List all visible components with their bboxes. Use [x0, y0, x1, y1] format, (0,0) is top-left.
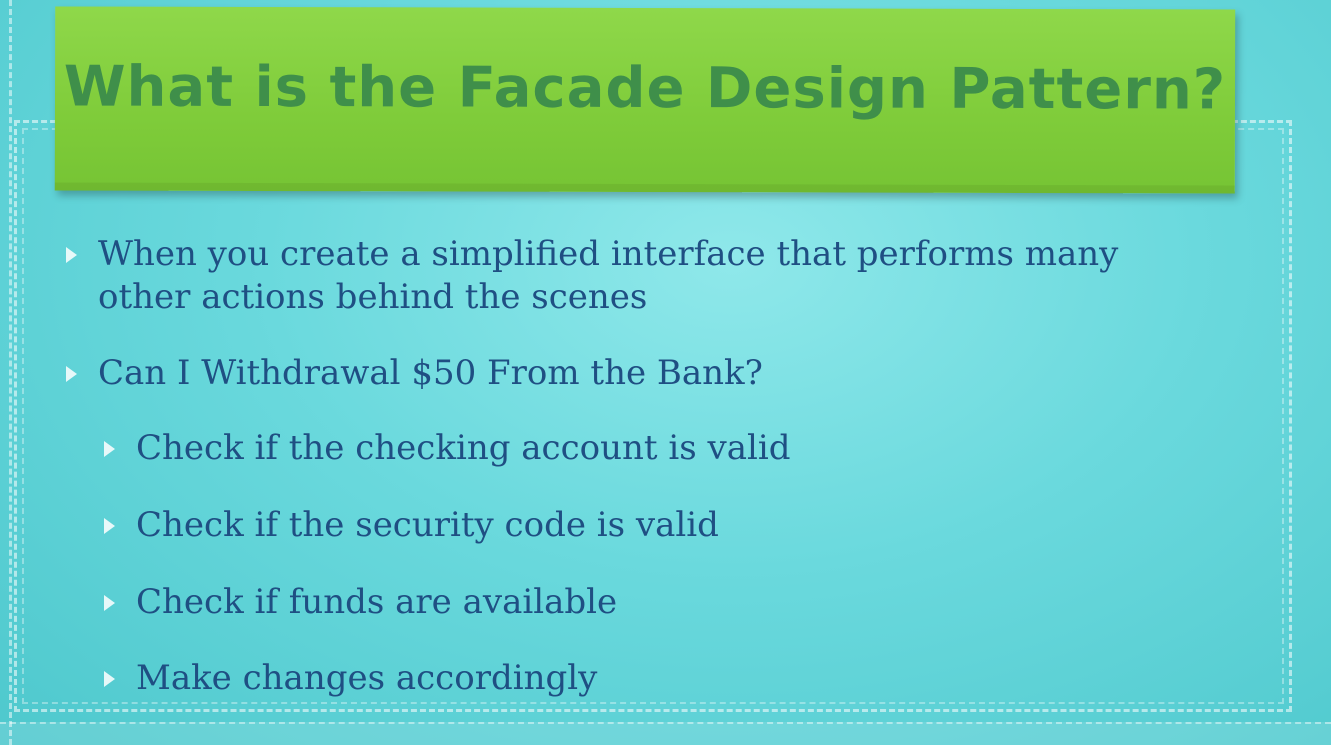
bullet-text: When you create a simplified interface t…	[98, 234, 1119, 317]
left-stitch-edge	[2, 0, 12, 745]
bullet-text: Check if funds are available	[136, 582, 618, 622]
bullet-arrow-icon	[104, 518, 115, 534]
sub-bullet-item: Check if funds are available	[104, 581, 1216, 624]
sub-bullet-item: Check if the checking account is valid	[104, 427, 1216, 470]
bullet-text: Check if the checking account is valid	[136, 428, 791, 468]
bullet-text: Check if the security code is valid	[136, 505, 719, 545]
bullet-arrow-icon	[66, 247, 77, 263]
bullet-arrow-icon	[104, 595, 115, 611]
bullet-arrow-icon	[66, 366, 77, 382]
bullet-text: Make changes accordingly	[136, 658, 598, 698]
bullet-text: Can I Withdrawal $50 From the Bank?	[98, 353, 763, 393]
sub-bullet-item: Check if the security code is valid	[104, 504, 1216, 547]
bullet-item: When you create a simplified interface t…	[66, 233, 1218, 319]
bullet-arrow-icon	[104, 441, 115, 457]
bottom-stitch-strip	[0, 722, 1331, 745]
bullet-arrow-icon	[104, 671, 115, 687]
bullet-item: Can I Withdrawal $50 From the Bank?	[66, 352, 1218, 395]
sub-bullet-item: Make changes accordingly	[104, 657, 1216, 700]
